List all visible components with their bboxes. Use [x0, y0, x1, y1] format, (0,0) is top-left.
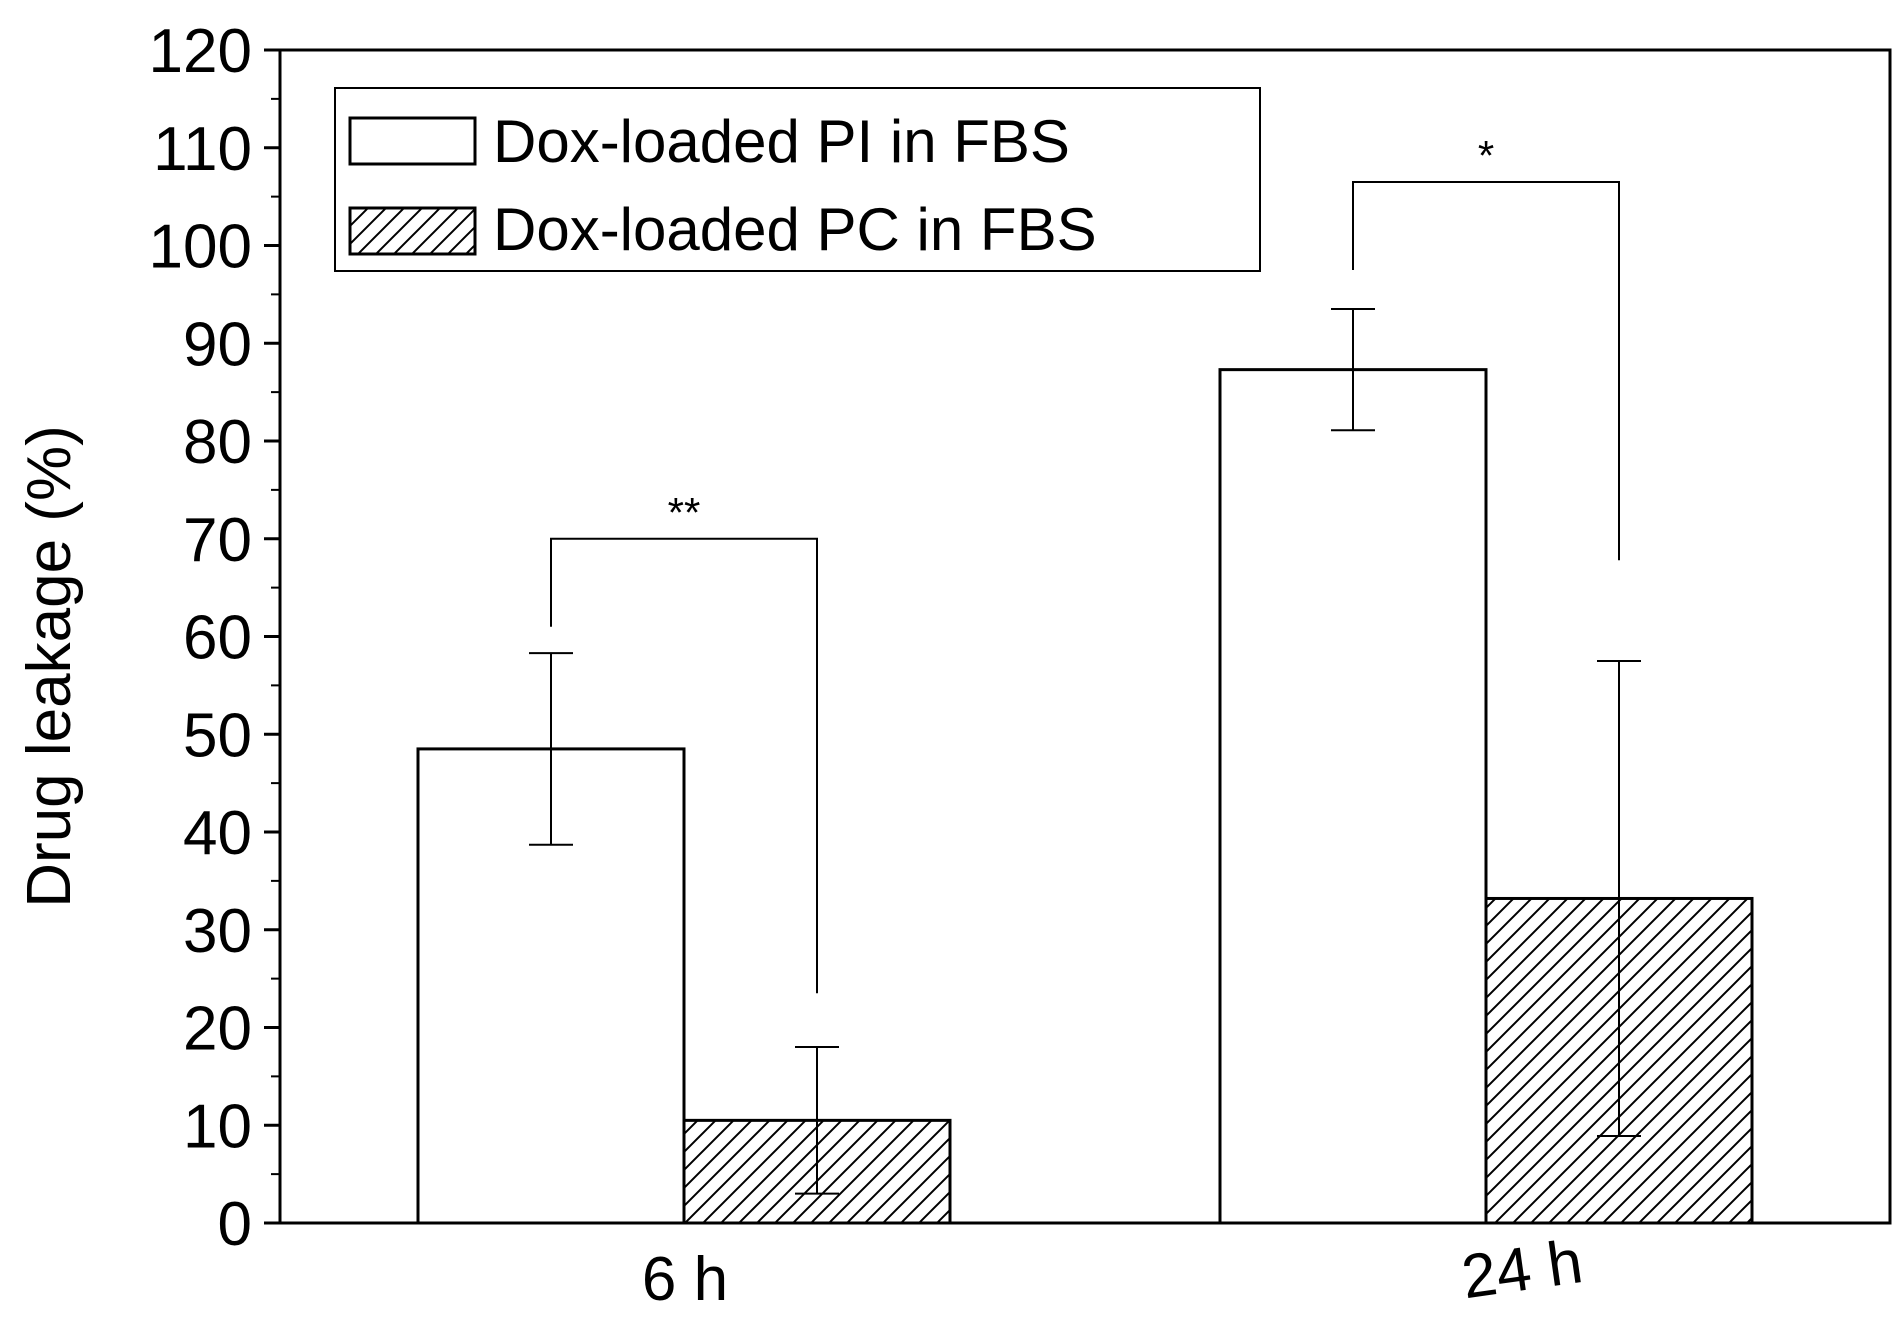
y-tick-label-4: 40 [183, 799, 252, 868]
y-tick-label-9: 90 [183, 310, 252, 379]
y-tick-label-6: 60 [183, 604, 252, 673]
legend-box [334, 87, 1261, 272]
x-tick-label-0: 6 h [642, 1245, 728, 1314]
y-tick-label-2: 20 [183, 995, 252, 1064]
significance-bracket-1 [1352, 180, 1620, 561]
y-tick-label-1: 10 [183, 1092, 252, 1161]
significance-bracket-0 [550, 537, 818, 994]
y-tick-label-0: 0 [218, 1190, 252, 1259]
y-axis-label: Drug leakage (%) [15, 425, 84, 907]
legend-label-1: Dox-loaded PC in FBS [493, 196, 1097, 263]
x-tick-label-1: 24 h [1458, 1227, 1587, 1312]
y-tick-label-3: 30 [183, 897, 252, 966]
y-tick-label-11: 110 [153, 115, 252, 184]
y-tick-label-8: 80 [183, 408, 252, 477]
significance-label-0: ** [668, 489, 701, 536]
y-tick-label-5: 50 [183, 701, 252, 770]
legend-swatch-0 [348, 116, 477, 166]
y-tick-label-7: 70 [183, 506, 252, 575]
y-tick-label-12: 120 [149, 17, 252, 86]
significance-label-1: * [1478, 132, 1494, 179]
y-tick-label-10: 100 [149, 213, 252, 282]
legend-swatch-1 [348, 206, 477, 256]
bar-series-0-1 [1218, 368, 1488, 1225]
legend-label-0: Dox-loaded PI in FBS [493, 108, 1070, 175]
